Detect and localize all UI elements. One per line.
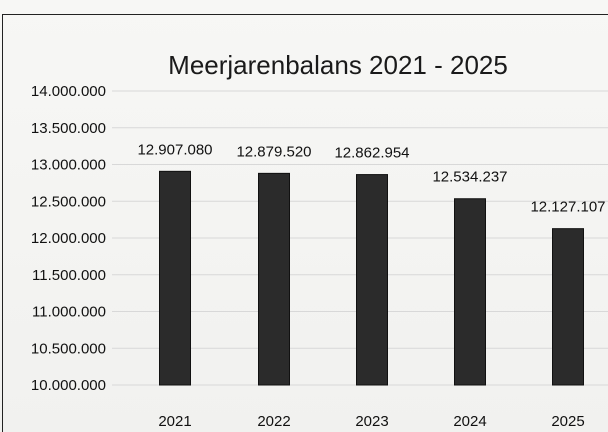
y-tick-label: 10.500.000 — [31, 340, 106, 357]
frame-border-left — [2, 14, 3, 432]
data-label-2022: 12.879.520 — [236, 143, 311, 160]
y-tick-label: 11.500.000 — [32, 267, 106, 284]
x-tick-label-2023: 2023 — [355, 413, 388, 430]
bar-2022 — [258, 172, 290, 386]
y-tick-label: 10.000.000 — [31, 377, 106, 394]
y-tick-label: 14.000.000 — [31, 83, 106, 100]
category-labels: 2021 2022 2023 2024 2025 — [158, 413, 584, 430]
data-label-2023: 12.862.954 — [334, 145, 409, 162]
y-tick-label: 13.500.000 — [31, 120, 106, 137]
y-tick-label: 13.000.000 — [31, 157, 106, 174]
data-label-2021: 12.907.080 — [137, 141, 212, 158]
data-label-2024: 12.534.237 — [432, 169, 507, 186]
bars — [159, 170, 584, 386]
bar-2024 — [454, 198, 486, 386]
x-tick-label-2022: 2022 — [257, 413, 290, 430]
y-axis-ticks: 10.000.000 10.500.000 11.000.000 11.500.000… — [31, 83, 106, 394]
y-tick-label: 12.000.000 — [31, 230, 106, 247]
bar-2023 — [356, 174, 388, 386]
bar-2021 — [159, 170, 191, 386]
y-tick-label: 12.500.000 — [31, 193, 106, 210]
x-tick-label-2021: 2021 — [158, 413, 191, 430]
y-tick-label: 11.000.000 — [32, 304, 106, 321]
data-label-2025: 12.127.107 — [530, 199, 605, 216]
chart-title: Meerjarenbalans 2021 - 2025 — [168, 50, 508, 80]
bar-2025 — [552, 228, 584, 386]
data-labels: 12.907.080 12.879.520 12.862.954 12.534.237… — [137, 141, 605, 215]
x-tick-label-2025: 2025 — [551, 413, 584, 430]
x-tick-label-2024: 2024 — [453, 413, 486, 430]
frame-border-top — [2, 14, 608, 15]
